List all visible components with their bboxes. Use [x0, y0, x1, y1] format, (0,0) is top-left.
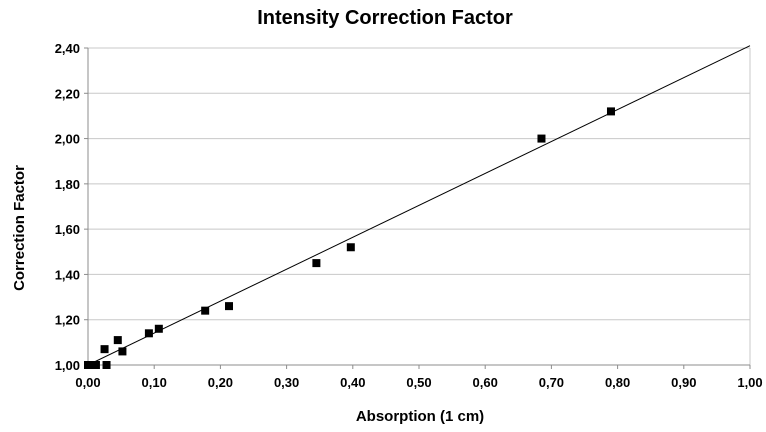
tick-labels: 1,00 1,20 1,40 1,60 1,80 2,00 2,20 2,40 0,00 0,10…: [55, 41, 763, 390]
data-point: [144, 329, 153, 338]
x-tick-label: 0,90: [671, 375, 696, 390]
data-point: [100, 345, 109, 354]
y-tick-label: 1,80: [55, 177, 80, 192]
linear-trendline: [87, 45, 751, 366]
x-tick-label: 1,00: [737, 375, 762, 390]
x-tick-label: 0,30: [274, 375, 299, 390]
chart-title: Intensity Correction Factor: [257, 7, 513, 29]
gridlines: [88, 47, 751, 365]
x-tick-label: 0,70: [539, 375, 564, 390]
data-point: [312, 259, 321, 268]
data-point: [606, 107, 615, 116]
trendline-layer: [87, 45, 751, 366]
y-axis-title: Correction Factor: [11, 165, 28, 291]
x-tick-label: 0,10: [142, 375, 167, 390]
y-tick-label: 1,20: [55, 313, 80, 328]
y-tick-label: 1,00: [55, 358, 80, 373]
x-tick-label: 0,00: [75, 375, 100, 390]
y-tick-label: 1,60: [55, 222, 80, 237]
data-point: [113, 336, 122, 345]
data-point: [102, 361, 111, 369]
data-point: [346, 243, 355, 252]
data-points: [84, 107, 615, 369]
data-point: [91, 361, 100, 369]
axes: [84, 47, 751, 369]
x-tick-label: 0,80: [605, 375, 630, 390]
y-tick-label: 1,40: [55, 267, 80, 282]
x-tick-label: 0,50: [406, 375, 431, 390]
data-point: [118, 347, 127, 356]
x-tick-label: 0,60: [473, 375, 498, 390]
data-point: [537, 134, 546, 143]
data-point: [154, 324, 163, 333]
x-tick-label: 0,20: [208, 375, 233, 390]
data-point: [201, 306, 210, 315]
x-axis-title: Absorption (1 cm): [356, 408, 484, 425]
y-tick-label: 2,40: [55, 41, 80, 56]
y-tick-label: 2,20: [55, 86, 80, 101]
x-tick-label: 0,40: [340, 375, 365, 390]
data-point: [225, 302, 234, 311]
y-tick-label: 2,00: [55, 132, 80, 147]
